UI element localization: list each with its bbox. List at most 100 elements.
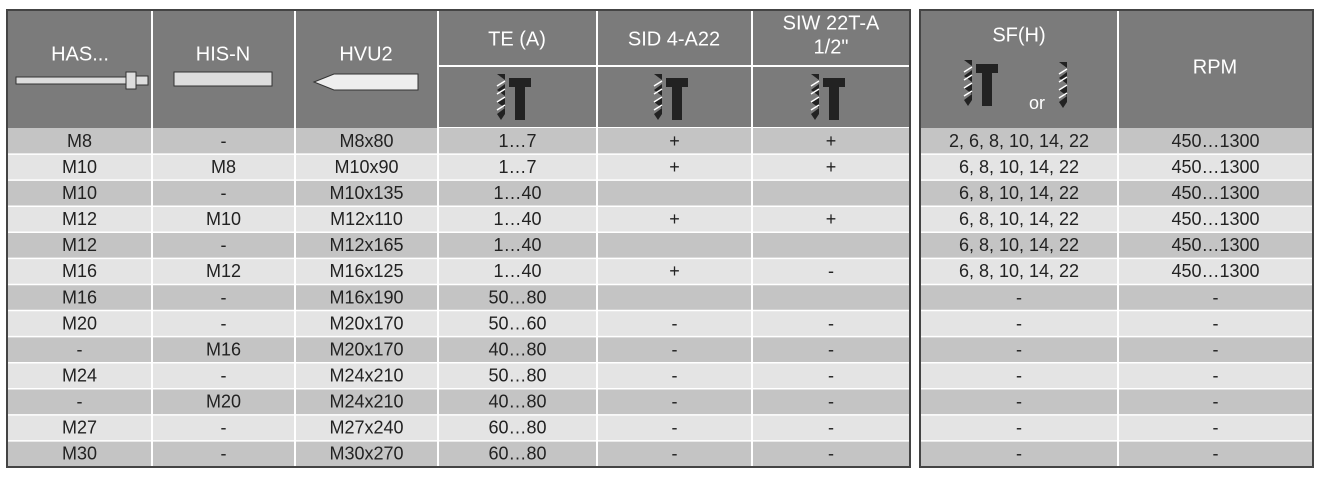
table-cell: - (1016, 418, 1022, 438)
table-cell: M8 (67, 131, 92, 151)
table-cell: - (221, 235, 227, 255)
row-bg (920, 310, 1313, 337)
header-cell: SF(H) (992, 24, 1045, 46)
table-cell: - (828, 261, 834, 281)
row-bg (7, 258, 910, 285)
table-cell: 1…7 (498, 157, 536, 177)
table-cell: M16 (62, 287, 97, 307)
row-bg (7, 336, 910, 363)
table-cell: M10 (62, 157, 97, 177)
table-cell: M10 (206, 209, 241, 229)
row-bg (920, 180, 1313, 207)
table-cell: M20 (206, 392, 241, 412)
table-cell: - (672, 339, 678, 359)
row-bg (7, 284, 910, 311)
row-bg (920, 232, 1313, 259)
header-cell: HVU2 (339, 43, 392, 65)
table-cell: + (826, 131, 837, 151)
table-cell: - (77, 392, 83, 412)
table-cell: - (672, 365, 678, 385)
table-cell: M12 (206, 261, 241, 281)
table-cell: 2, 6, 8, 10, 14, 22 (949, 131, 1089, 151)
table-cell: - (672, 418, 678, 438)
table-cell: - (1016, 365, 1022, 385)
table-cell: - (828, 365, 834, 385)
table-cell: - (1213, 418, 1219, 438)
table-cell: M30 (62, 444, 97, 464)
table-cell: - (221, 287, 227, 307)
row-bg (7, 440, 910, 467)
table-cell: + (669, 261, 680, 281)
table-cell: - (1016, 339, 1022, 359)
table-cell: M16x125 (329, 261, 403, 281)
table-cell: 40…80 (488, 392, 546, 412)
table-cell: - (1213, 339, 1219, 359)
table-cell: - (828, 339, 834, 359)
table-cell: - (672, 444, 678, 464)
row-bg (920, 284, 1313, 311)
table-cell: M16x190 (329, 287, 403, 307)
table-cell: M12 (62, 209, 97, 229)
table-border (6, 9, 911, 468)
row-bg (920, 362, 1313, 389)
table-cell: M10x135 (329, 183, 403, 203)
table-cell: - (221, 418, 227, 438)
table-cell: M12x110 (330, 209, 403, 229)
table-cell: - (221, 365, 227, 385)
row-bg (7, 414, 910, 441)
table-cell: M8x80 (339, 131, 393, 151)
table-cell: - (828, 444, 834, 464)
table-cell: 6, 8, 10, 14, 22 (959, 261, 1079, 281)
header-cell: HAS... (51, 43, 109, 65)
table-cell: M12 (62, 235, 97, 255)
table-cell: - (221, 444, 227, 464)
table-cell: + (826, 209, 837, 229)
row-bg (920, 128, 1313, 155)
table-cell: 450…1300 (1171, 261, 1259, 281)
table-cell: 1…40 (493, 209, 541, 229)
table-cell: - (672, 392, 678, 412)
table-cell: 60…80 (488, 444, 546, 464)
table-cell: + (669, 131, 680, 151)
table-cell: 50…80 (488, 287, 546, 307)
table-cell: - (828, 392, 834, 412)
row-bg (7, 362, 910, 389)
table-cell: M10x90 (334, 157, 398, 177)
table-cell: - (77, 339, 83, 359)
table-cell: M16 (62, 261, 97, 281)
table-cell: M24 (62, 365, 97, 385)
table-cell: M20x170 (329, 313, 403, 333)
table-cell: - (221, 313, 227, 333)
row-bg (7, 128, 910, 155)
row-bg (920, 258, 1313, 285)
table-cell: M24x210 (329, 365, 403, 385)
table-cell: - (221, 183, 227, 203)
table-cell: M27 (62, 418, 97, 438)
table-cell: M10 (62, 183, 97, 203)
table-cell: 6, 8, 10, 14, 22 (959, 235, 1079, 255)
table-cell: 450…1300 (1171, 235, 1259, 255)
table-cell: 1…40 (493, 235, 541, 255)
table-cell: + (669, 157, 680, 177)
table-cell: 40…80 (488, 339, 546, 359)
table-cell: - (1016, 444, 1022, 464)
table-cell: + (669, 209, 680, 229)
row-bg (920, 206, 1313, 233)
row-bg (920, 388, 1313, 415)
table-cell: 450…1300 (1171, 209, 1259, 229)
table-cell: 50…60 (488, 313, 546, 333)
table-cell: 6, 8, 10, 14, 22 (959, 157, 1079, 177)
row-bg (920, 154, 1313, 181)
table-border (919, 9, 1314, 468)
table-cell: M8 (211, 157, 236, 177)
table-cell: - (1213, 365, 1219, 385)
row-bg (7, 232, 910, 259)
anchor-rod-icon (15, 71, 149, 90)
table-cell: 1…40 (493, 183, 541, 203)
row-bg (7, 388, 910, 415)
row-bg (920, 440, 1313, 467)
table-cell: 450…1300 (1171, 183, 1259, 203)
row-bg (7, 180, 910, 207)
row-bg (7, 154, 910, 181)
table-cell: 6, 8, 10, 14, 22 (959, 183, 1079, 203)
